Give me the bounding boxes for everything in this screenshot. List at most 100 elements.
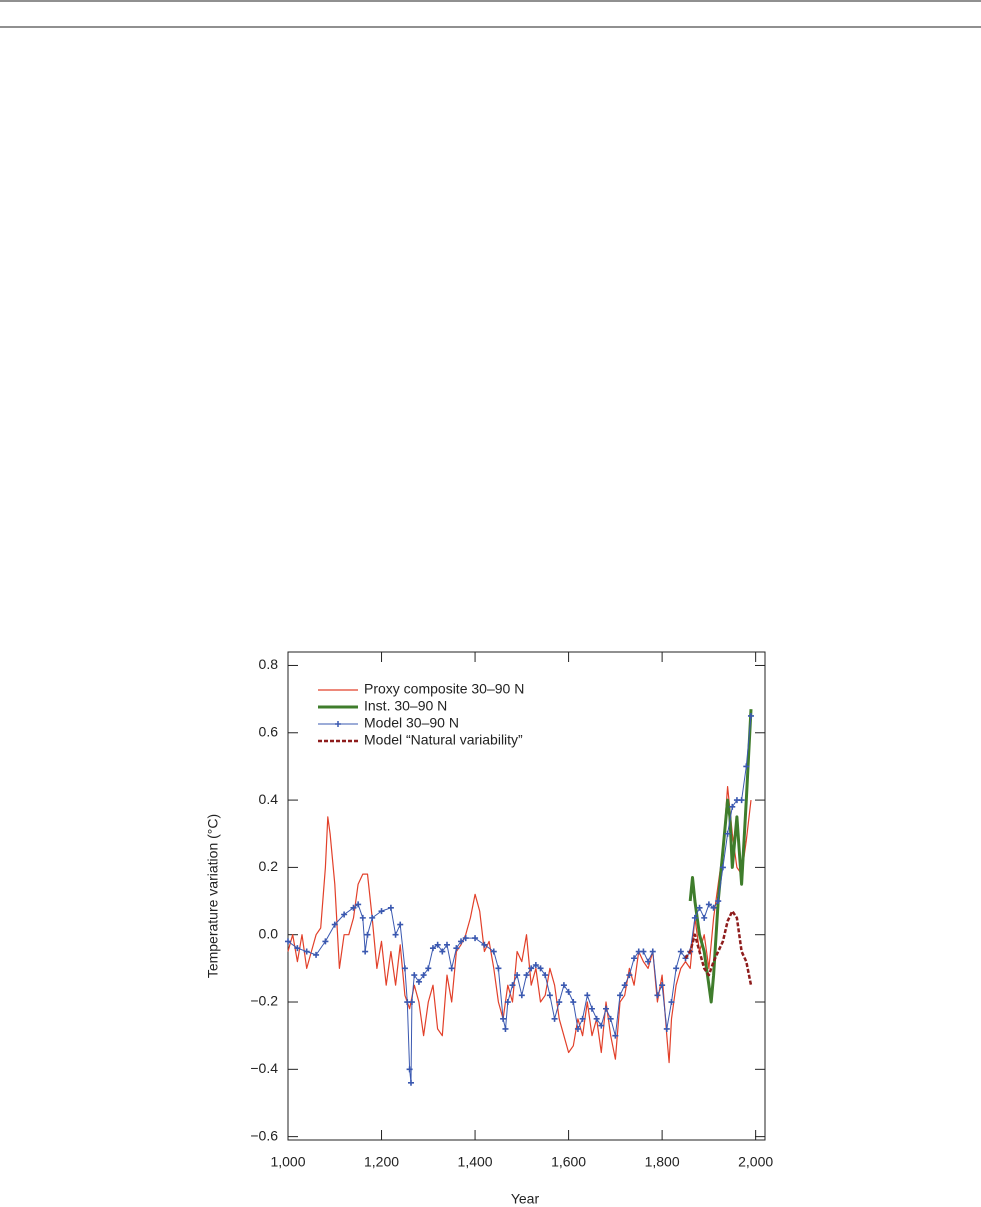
point-marker [387, 904, 394, 911]
point-marker [743, 763, 750, 770]
point-marker [565, 988, 572, 995]
point-marker [584, 992, 591, 999]
point-marker [415, 978, 422, 985]
x-tick-label: 1,000 [270, 1154, 305, 1170]
y-tick-label: 0.6 [259, 723, 279, 739]
legend-label: Inst. 30–90 N [364, 698, 447, 714]
y-tick-label: −0.4 [250, 1060, 278, 1076]
point-marker [303, 948, 310, 955]
point-marker [397, 921, 404, 928]
point-marker [495, 965, 502, 972]
point-marker [677, 948, 684, 955]
point-marker [542, 972, 549, 979]
point-marker [631, 955, 638, 962]
point-marker [411, 972, 418, 979]
point-marker [514, 972, 521, 979]
point-marker [350, 904, 357, 911]
x-tick-label: 1,400 [458, 1154, 493, 1170]
x-tick-label: 2,000 [738, 1154, 773, 1170]
point-marker [448, 965, 455, 972]
point-marker [659, 982, 666, 989]
y-tick-label: 0.8 [259, 656, 279, 672]
point-marker [673, 965, 680, 972]
point-marker [472, 935, 479, 942]
point-marker [724, 830, 731, 837]
point-marker [663, 1025, 670, 1032]
point-marker [500, 1015, 507, 1022]
point-marker [364, 931, 371, 938]
point-marker [588, 1005, 595, 1012]
series-line [684, 909, 753, 986]
point-marker [649, 948, 656, 955]
point-marker [408, 999, 415, 1006]
x-tick-label: 1,200 [364, 1154, 399, 1170]
point-marker [574, 1025, 581, 1032]
point-marker [747, 712, 754, 719]
point-marker [598, 1022, 605, 1029]
point-marker [621, 982, 628, 989]
point-marker [285, 938, 291, 945]
point-marker [528, 965, 535, 972]
point-marker [359, 914, 366, 921]
point-marker [378, 908, 385, 915]
point-marker [481, 941, 488, 948]
legend-marker [335, 721, 341, 727]
point-marker [668, 999, 675, 1006]
point-marker [551, 1015, 558, 1022]
point-marker [509, 982, 516, 989]
y-axis-label: Temperature variation (°C) [205, 814, 221, 978]
point-marker [429, 945, 436, 952]
point-marker [425, 965, 432, 972]
point-marker [719, 864, 726, 871]
x-axis-label: Year [511, 1191, 540, 1207]
point-marker [420, 972, 427, 979]
point-marker [392, 931, 399, 938]
point-marker [537, 965, 544, 972]
point-marker [532, 961, 539, 968]
y-tick-label: 0.0 [259, 925, 279, 941]
point-marker [654, 992, 661, 999]
point-marker [362, 948, 369, 955]
point-marker [607, 1015, 614, 1022]
legend-label: Model 30–90 N [364, 715, 459, 731]
point-marker [355, 901, 362, 908]
point-marker [696, 904, 703, 911]
x-tick-label: 1,600 [551, 1154, 586, 1170]
y-tick-label: 0.2 [259, 858, 279, 874]
series-line [287, 715, 752, 1084]
legend-label: Model “Natural variability” [364, 732, 523, 748]
point-marker [729, 803, 736, 810]
point-marker [705, 901, 712, 908]
point-marker [645, 958, 652, 965]
point-marker [439, 948, 446, 955]
point-marker [593, 1015, 600, 1022]
point-marker [490, 948, 497, 955]
point-marker [518, 992, 525, 999]
point-marker [406, 1066, 413, 1073]
point-marker [691, 914, 698, 921]
point-marker [502, 1025, 509, 1032]
point-marker [701, 914, 708, 921]
point-marker [710, 904, 717, 911]
point-marker [603, 1005, 609, 1012]
x-tick-label: 1,800 [645, 1154, 680, 1170]
point-marker [453, 945, 460, 952]
legend-label: Proxy composite 30–90 N [364, 681, 524, 697]
point-marker [462, 935, 469, 942]
point-marker [523, 972, 530, 979]
point-marker [504, 999, 511, 1006]
y-tick-label: −0.2 [250, 993, 278, 1009]
point-marker [407, 1079, 414, 1086]
point-marker [556, 999, 563, 1006]
point-marker [640, 948, 647, 955]
plot-frame [287, 651, 766, 1141]
point-marker [434, 941, 441, 948]
point-marker [570, 999, 577, 1006]
point-marker [626, 972, 633, 979]
y-tick-label: −0.6 [250, 1127, 278, 1143]
series-line [688, 709, 753, 1004]
point-marker [579, 1015, 586, 1022]
point-marker [313, 951, 320, 958]
